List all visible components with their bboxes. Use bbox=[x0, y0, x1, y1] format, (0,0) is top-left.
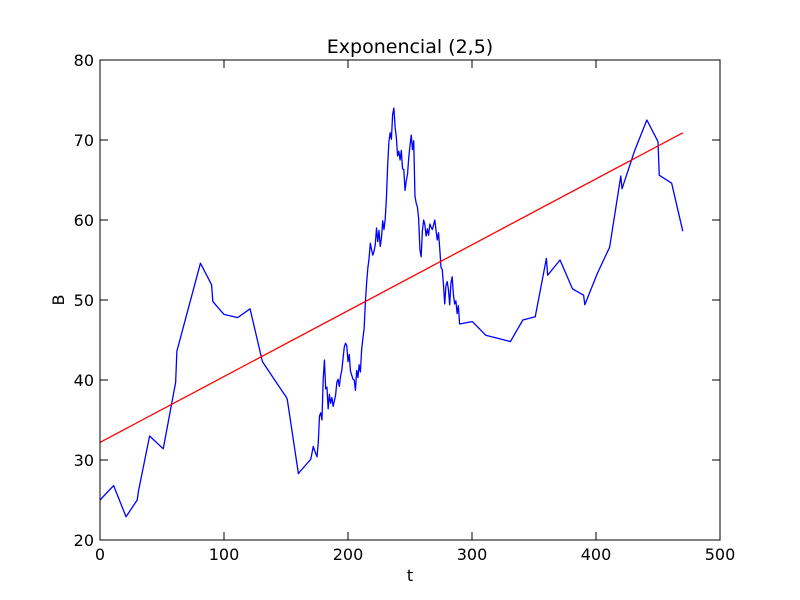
x-axis-label: t bbox=[407, 566, 413, 585]
series-line-1 bbox=[99, 132, 684, 443]
x-tick-label: 200 bbox=[333, 545, 364, 564]
y-tick-label: 80 bbox=[74, 51, 94, 70]
x-tick-label: 0 bbox=[95, 545, 105, 564]
x-tick-label: 400 bbox=[581, 545, 612, 564]
chart-title: Exponencial (2,5) bbox=[327, 36, 493, 58]
y-tick-label: 50 bbox=[74, 291, 94, 310]
x-tick-label: 300 bbox=[457, 545, 488, 564]
plot-frame bbox=[99, 59, 721, 541]
y-tick-label: 20 bbox=[74, 531, 94, 550]
series-line-0 bbox=[99, 107, 684, 518]
plot-area bbox=[99, 107, 684, 518]
x-tick-label: 100 bbox=[209, 545, 240, 564]
y-tick-label: 40 bbox=[74, 371, 94, 390]
x-tick-label: 500 bbox=[705, 545, 736, 564]
y-tick-label: 30 bbox=[74, 451, 94, 470]
y-tick-label: 60 bbox=[74, 211, 94, 230]
y-tick-label: 70 bbox=[74, 131, 94, 150]
y-axis-label: B bbox=[49, 295, 68, 306]
